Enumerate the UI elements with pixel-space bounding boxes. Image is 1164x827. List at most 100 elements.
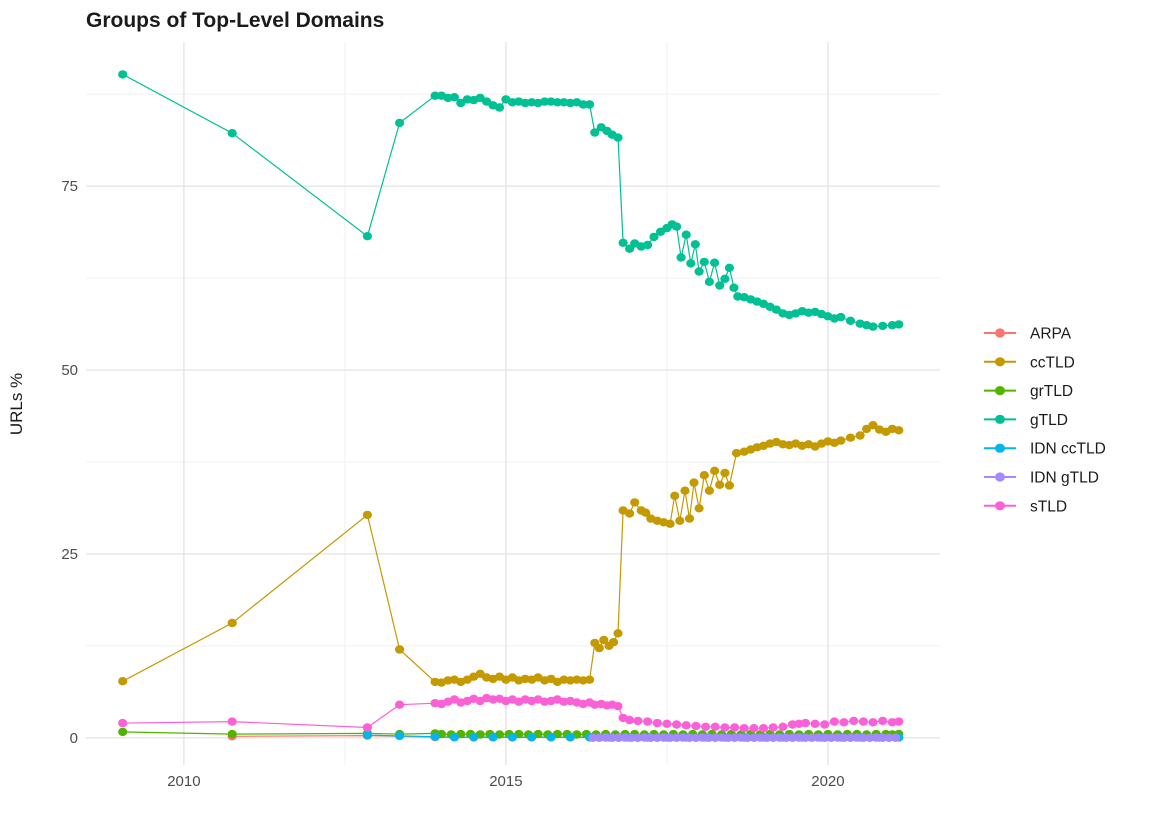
series-point-idn-gtld (607, 733, 617, 742)
y-tick-label: 75 (61, 178, 78, 195)
series-point-gtld (430, 91, 440, 100)
series-point-cctld (684, 514, 695, 523)
series-point-gtld (694, 267, 704, 276)
series-point-gtld (590, 128, 600, 137)
series-point-cctld (704, 486, 715, 495)
series-point-idn-gtld (742, 733, 753, 742)
series-point-gtld (715, 281, 725, 290)
series-point-idn-gtld (775, 733, 785, 742)
series-point-cctld (715, 480, 725, 489)
y-tick-label: 0 (70, 730, 78, 747)
series-point-idn-gtld (588, 733, 598, 742)
series-point-idn-gtld (723, 733, 733, 742)
series-point-stld (710, 722, 720, 731)
series-point-gtld (578, 100, 588, 109)
series-point-cctld (227, 618, 237, 628)
series-point-cctld (599, 635, 609, 645)
series-point-stld (633, 716, 643, 726)
series-point-gtld (868, 322, 878, 331)
series-point-idn-gtld (755, 733, 765, 742)
series-point-stld (800, 718, 811, 728)
series-point-idn-gtld (839, 733, 849, 742)
x-tick-label: 2020 (811, 773, 844, 790)
series-point-idn-gtld (704, 733, 714, 742)
series-point-cctld (641, 508, 651, 517)
series-point-cctld (594, 643, 604, 653)
series-point-stld (839, 718, 849, 727)
series-point-idn-gtld (646, 733, 656, 742)
series-point-cctld (868, 421, 878, 430)
legend-item-stld: sTLD (984, 498, 1067, 515)
series-point-gtld (686, 259, 696, 268)
series-point-idn-cctld (527, 732, 537, 742)
series-point-gtld (643, 240, 653, 250)
series-point-gtld (690, 240, 700, 249)
legend-item-arpa: ARPA (984, 326, 1072, 343)
series-point-gtld (894, 320, 904, 329)
series-point-gtld (836, 312, 846, 322)
series-point-stld (758, 724, 769, 733)
legend-key-point (995, 443, 1005, 453)
series-point-grtld (118, 727, 128, 737)
legend-item-gtld: gTLD (984, 412, 1068, 429)
series-point-cctld (630, 498, 640, 507)
series-point-idn-gtld (884, 733, 894, 742)
legend-item-idn-cctld: IDN ccTLD (984, 441, 1106, 458)
series-point-gtld (395, 118, 405, 128)
series-point-cctld (720, 468, 730, 478)
series-point-idn-gtld (633, 733, 643, 742)
series-point-gtld (720, 274, 730, 283)
series-point-idn-gtld (852, 733, 862, 742)
series-point-idn-gtld (891, 733, 901, 742)
series-point-stld (768, 723, 778, 732)
series-point-cctld (395, 645, 405, 654)
series-point-cctld (836, 436, 846, 445)
series-point-gtld (585, 100, 595, 109)
legend-key-point (995, 472, 1005, 482)
series-point-gtld (845, 316, 856, 325)
legend: ARPA ccTLD grTLD gTLD IDN ccTLD IDN gTLD sTLD (984, 326, 1106, 515)
series-point-gtld (724, 263, 735, 272)
series-point-idn-gtld (820, 733, 830, 742)
series-point-gtld (704, 277, 715, 286)
series-point-stld (395, 700, 405, 709)
series-point-gtld (449, 93, 459, 102)
gridlines-minor (86, 42, 940, 765)
series-point-idn-gtld (762, 733, 772, 742)
gridlines-major (86, 42, 940, 765)
series-point-cctld (118, 677, 128, 686)
series-point-stld (778, 722, 788, 731)
series-point-idn-gtld (678, 733, 688, 742)
series-point-gtld (613, 133, 623, 142)
axis-tick-labels: 2010 2015 2020 0 25 50 75 (61, 178, 844, 790)
series-point-stld (691, 721, 701, 731)
series-point-stld (701, 722, 711, 731)
series-point-idn-cctld (469, 732, 479, 742)
series-point-stld (829, 717, 840, 726)
series-point-cctld (699, 471, 709, 480)
legend-label: sTLD (1030, 498, 1067, 515)
series-point-stld (858, 717, 869, 726)
legend-label: ccTLD (1030, 354, 1075, 371)
series-point-stld (720, 723, 730, 732)
series-point-gtld (227, 129, 237, 138)
series-point-cctld (894, 426, 904, 435)
x-tick-label: 2010 (167, 773, 200, 790)
series-point-gtld (699, 257, 709, 267)
series-point-gtld (618, 238, 628, 247)
series-point-stld (625, 715, 635, 725)
legend-label: gTLD (1030, 412, 1068, 429)
y-tick-label: 50 (61, 362, 78, 379)
series-point-gtld (362, 232, 372, 241)
series-point-cctld (362, 510, 372, 520)
x-tick-label: 2015 (489, 773, 522, 790)
series-lines (122, 73, 899, 739)
series-point-stld (749, 724, 759, 733)
series-point-gtld (552, 98, 563, 107)
series-point-idn-gtld (626, 733, 637, 742)
series-point-cctld (608, 638, 619, 647)
series-point-idn-gtld (807, 733, 817, 742)
series-point-stld (118, 718, 128, 728)
series-point-idn-gtld (871, 733, 881, 742)
